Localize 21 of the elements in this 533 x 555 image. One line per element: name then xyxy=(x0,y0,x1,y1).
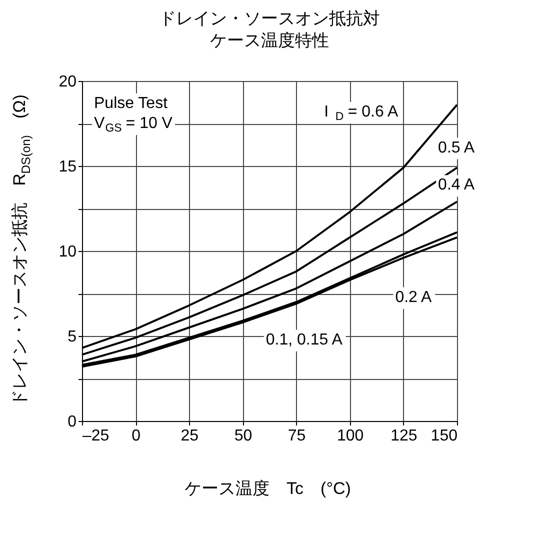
series-label: 0.2 A xyxy=(395,288,432,306)
text: ドレイン・ソースオン抵抗 RDS(on) (Ω) xyxy=(10,94,33,407)
y-tick-label: 0 xyxy=(68,414,77,430)
series-label: 0.5 A xyxy=(438,139,475,156)
x-tick-label: 75 xyxy=(288,428,306,444)
x-tick-label: 50 xyxy=(234,428,252,444)
x-tick-label: 150 xyxy=(430,428,458,444)
chart-title: ドレイン・ソースオン抵抗対ケース温度特性 xyxy=(159,9,380,50)
y-tick-label: 20 xyxy=(58,74,77,90)
x-tick-label: 0 xyxy=(132,428,141,444)
series-label: 0.1, 0.15 A xyxy=(266,331,343,348)
x-axis-title: ケース温度 Tc (°C) xyxy=(184,479,351,498)
annotation: Pulse Test xyxy=(94,95,168,112)
x-tick-label: –25 xyxy=(82,428,110,444)
y-tick-label: 10 xyxy=(58,244,77,260)
x-tick-label: 100 xyxy=(337,428,364,444)
y-tick-label: 5 xyxy=(68,328,77,346)
y-tick-label: 15 xyxy=(58,158,77,176)
x-tick-label: 125 xyxy=(390,428,418,444)
series-label: 0.4 A xyxy=(438,176,475,194)
x-tick-label: 25 xyxy=(180,428,199,444)
